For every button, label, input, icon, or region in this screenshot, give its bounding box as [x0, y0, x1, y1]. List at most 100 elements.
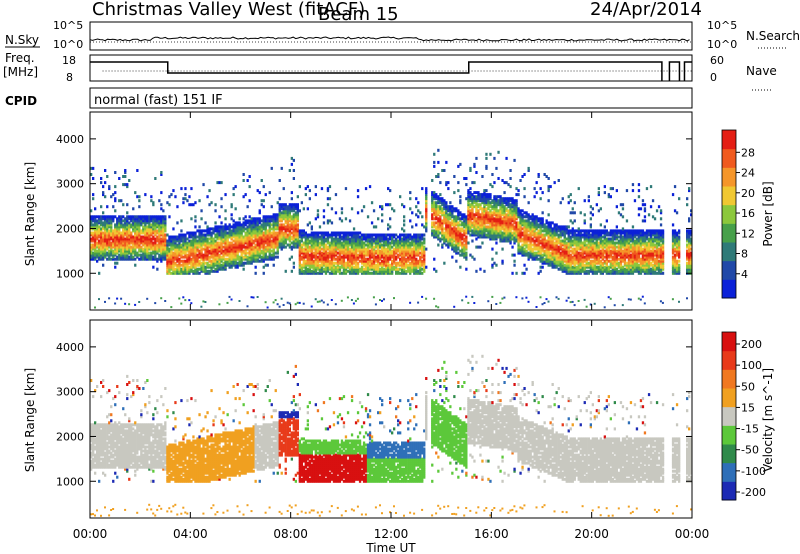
heatmap-cell [236, 221, 239, 225]
heatmap-cell [232, 227, 235, 231]
heatmap-cell [98, 298, 101, 301]
heatmap-cell [445, 243, 448, 247]
heatmap-cell [102, 253, 105, 257]
heatmap-cell [320, 259, 324, 263]
heatmap-cell [254, 271, 257, 275]
heatmap-cell [439, 215, 442, 219]
heatmap-cell [417, 253, 420, 257]
heatmap-cell [258, 243, 261, 247]
heatmap-cell [417, 247, 420, 251]
heatmap-cell [190, 249, 193, 253]
heatmap-cell [202, 183, 205, 187]
heatmap-cell [334, 257, 338, 261]
heatmap-cell [152, 223, 155, 227]
heatmap-cell [549, 237, 552, 241]
heatmap-cell [250, 247, 253, 251]
heatmap-cell [238, 237, 241, 241]
heatmap-cell [491, 263, 494, 267]
heatmap-cell [208, 263, 211, 267]
heatmap-cell [104, 233, 107, 237]
heatmap-cell [102, 243, 105, 247]
heatmap-cell [138, 217, 141, 221]
heatmap-cell [248, 221, 251, 225]
heatmap-cell [372, 271, 376, 275]
heatmap-cell [457, 189, 460, 193]
heatmap-cell [318, 237, 322, 241]
heatmap-cell [356, 239, 360, 243]
heatmap-cell [377, 263, 380, 267]
heatmap-cell [465, 251, 468, 255]
heatmap-cell [407, 239, 410, 243]
heatmap-cell [463, 239, 466, 243]
heatmap-cell [204, 233, 207, 237]
heatmap-cell [350, 253, 354, 257]
heatmap-cell [134, 241, 137, 245]
heatmap-cell [124, 221, 127, 225]
heatmap-cell [529, 239, 532, 243]
heatmap-cell [122, 257, 125, 261]
heatmap-cell [411, 247, 414, 251]
heatmap-cell [190, 302, 193, 305]
heatmap-cell [310, 269, 314, 273]
heatmap-cell [318, 235, 322, 239]
heatmap-cell [264, 263, 267, 267]
heatmap-cell [254, 221, 257, 225]
heatmap-cell [535, 181, 538, 185]
heatmap-cell [208, 257, 211, 261]
heatmap-cell [441, 231, 444, 235]
heatmap-cell [298, 185, 302, 189]
heatmap-cell [298, 259, 302, 263]
heatmap-cell [220, 243, 223, 247]
heatmap-cell [210, 233, 213, 237]
heatmap-cell [531, 243, 534, 247]
heatmap-cell [226, 245, 229, 249]
heatmap-cell [126, 215, 129, 219]
heatmap-cell [156, 247, 159, 251]
heatmap-cell [509, 235, 512, 239]
heatmap-cell [302, 265, 306, 269]
heatmap-cell [178, 241, 181, 245]
heatmap-cell [242, 261, 245, 265]
heatmap-cell [463, 215, 466, 219]
heatmap-cell [274, 237, 277, 241]
heatmap-cell [551, 245, 554, 249]
heatmap-cell [348, 261, 352, 265]
heatmap-cell [467, 231, 470, 235]
heatmap-cell [547, 251, 550, 255]
heatmap-cell [298, 235, 302, 239]
heatmap-cell [441, 219, 444, 223]
heatmap-cell [551, 257, 554, 261]
heatmap-cell [106, 225, 109, 229]
heatmap-cell [475, 229, 478, 233]
heatmap-cell [461, 241, 464, 245]
heatmap-cell [216, 251, 219, 255]
heatmap-cell [114, 253, 117, 257]
heatmap-cell [457, 247, 460, 251]
heatmap-cell [172, 253, 175, 257]
heatmap-cell [545, 257, 548, 261]
heatmap-cell [481, 219, 484, 223]
heatmap-cell [489, 233, 492, 237]
heatmap-cell [326, 241, 330, 245]
heatmap-cell [513, 201, 516, 205]
heatmap-cell [130, 219, 133, 223]
heatmap-cell [503, 199, 506, 203]
heatmap-cell [354, 269, 358, 273]
heatmap-cell [503, 229, 506, 233]
heatmap-cell [166, 241, 169, 245]
heatmap-cell [366, 247, 370, 251]
heatmap-cell [535, 257, 538, 261]
heatmap-cell [366, 265, 370, 269]
heatmap-cell [214, 247, 217, 251]
heatmap-cell [515, 229, 518, 233]
heatmap-cell [447, 245, 450, 249]
heatmap-cell [210, 255, 213, 259]
heatmap-cell [218, 255, 221, 259]
heatmap-cell [170, 263, 173, 267]
heatmap-cell [302, 251, 306, 255]
heatmap-cell [535, 255, 538, 259]
heatmap-cell [180, 302, 183, 305]
heatmap-cell [354, 259, 358, 263]
heatmap-cell [186, 257, 189, 261]
heatmap-cell [118, 227, 121, 231]
